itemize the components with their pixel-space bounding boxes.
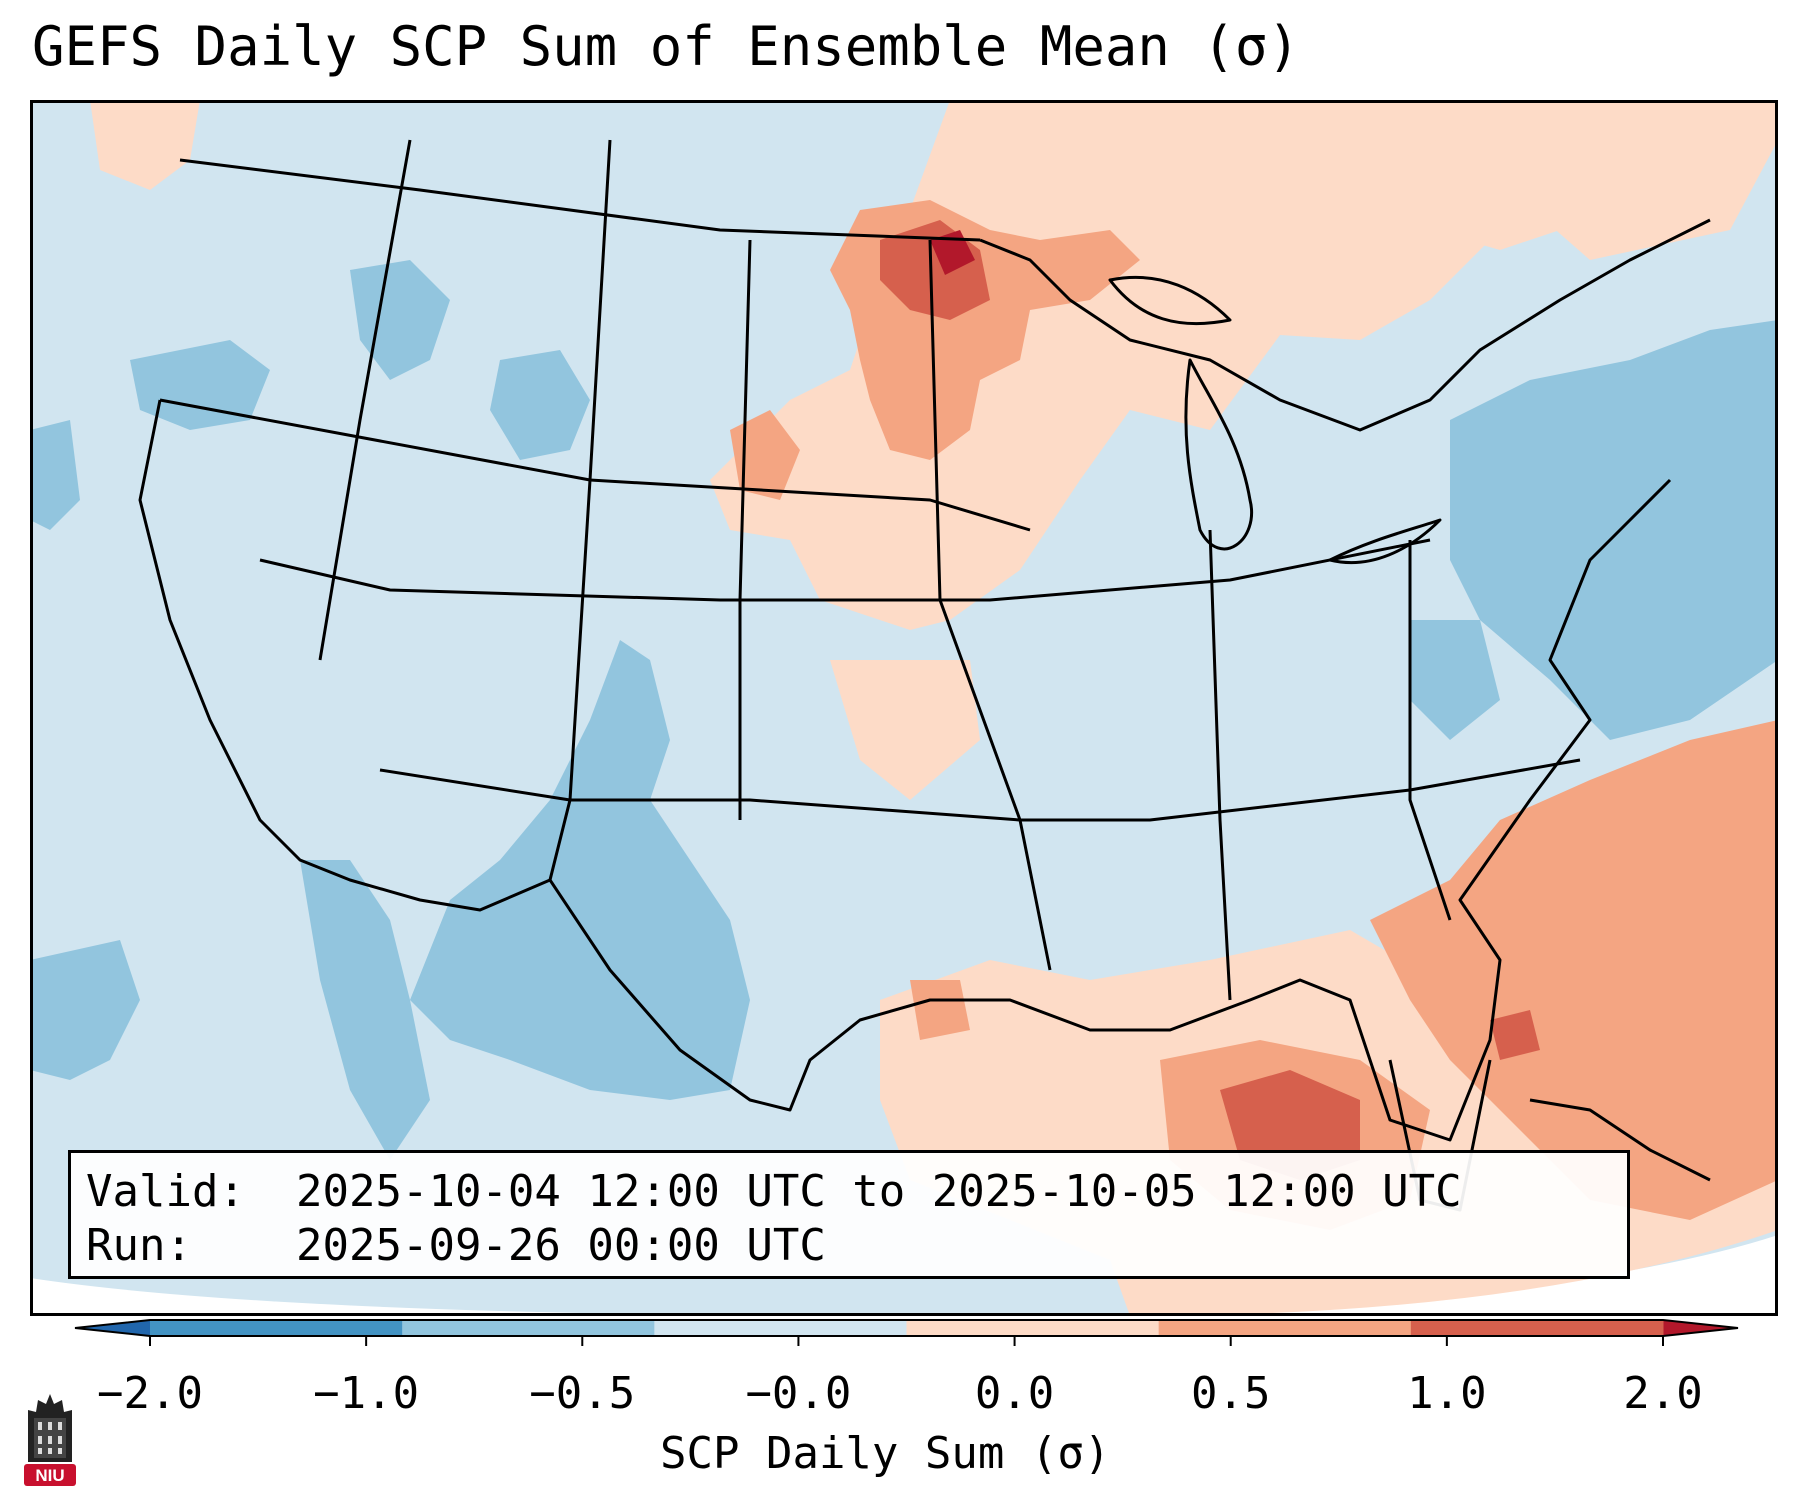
colorbar-tick-label: −1.0 bbox=[313, 1368, 420, 1419]
valid-label: Valid: bbox=[86, 1166, 245, 1217]
colorbar bbox=[74, 1319, 1739, 1346]
colorbar-bin bbox=[1410, 1320, 1664, 1336]
east-meridian-2 bbox=[1408, 540, 1452, 921]
colorbar-tick-label: 1.0 bbox=[1407, 1368, 1487, 1419]
political-boundaries bbox=[138, 139, 1711, 1212]
map-border bbox=[30, 100, 1778, 1316]
anomaly-layer-over-2.0 bbox=[930, 230, 975, 275]
colorbar-bin bbox=[150, 1320, 403, 1336]
colorbar-label: SCP Daily Sum (σ) bbox=[660, 1428, 1111, 1479]
anomaly-layer-neg-1.0-0.5 bbox=[30, 260, 1778, 1160]
dakota-moderate-area bbox=[730, 410, 800, 500]
atlantic-moderate-area bbox=[1370, 720, 1778, 1220]
lake-superior bbox=[1108, 275, 1232, 326]
info-box: Valid: 2025-10-04 12:00 UTC to 2025-10-0… bbox=[68, 1150, 1630, 1279]
niu-logo: NIU bbox=[20, 1392, 80, 1492]
us-canada-border bbox=[179, 158, 981, 242]
us-coastline bbox=[138, 399, 1672, 1142]
scp-map bbox=[30, 100, 1778, 1316]
pacific-negative-area bbox=[30, 940, 140, 1080]
kansas-positive-area bbox=[830, 660, 980, 800]
colorbar-over-extend bbox=[1663, 1320, 1738, 1336]
west-meridian-1 bbox=[318, 139, 412, 661]
colorbar-tick-label: 0.0 bbox=[974, 1368, 1055, 1419]
svg-text:NIU: NIU bbox=[35, 1466, 64, 1485]
west-meridian-2 bbox=[548, 139, 612, 881]
northern-state-row bbox=[159, 398, 1031, 532]
mid-atlantic-negative-area bbox=[1410, 620, 1500, 740]
lake-erie bbox=[1328, 518, 1442, 565]
southwest-negative-area bbox=[410, 640, 750, 1100]
colorbar-bin bbox=[906, 1320, 1160, 1336]
colorbar-tick-label: −0.5 bbox=[529, 1368, 636, 1419]
colorbar-under-extend bbox=[75, 1320, 150, 1336]
pacific-northwest-positive-area bbox=[90, 100, 200, 190]
cuba-outline bbox=[1529, 1098, 1711, 1182]
lake-michigan bbox=[1184, 358, 1253, 551]
central-meridian-2 bbox=[928, 239, 1052, 971]
anomaly-layer-0.5-1.0 bbox=[730, 200, 1778, 1230]
manitoba-max-area bbox=[930, 230, 975, 275]
quebec-positive-area bbox=[1400, 100, 1650, 250]
niu-logo-icon: NIU bbox=[24, 1394, 76, 1486]
pacific-coast-negative-area bbox=[30, 420, 80, 530]
wyoming-negative-area bbox=[490, 350, 590, 460]
bahamas-strong-area bbox=[1490, 1010, 1540, 1060]
chart-title: GEFS Daily SCP Sum of Ensemble Mean (σ) bbox=[32, 15, 1300, 78]
valid-value: 2025-10-04 12:00 UTC to 2025-10-05 12:00… bbox=[296, 1166, 1462, 1217]
baja-negative-area bbox=[300, 860, 430, 1160]
colorbar-tick-label: 2.0 bbox=[1623, 1368, 1703, 1419]
valid-row: Valid: 2025-10-04 12:00 UTC to 2025-10-0… bbox=[86, 1165, 1612, 1219]
run-label: Run: bbox=[86, 1220, 192, 1271]
atlantic-offshore-negative-area bbox=[1450, 320, 1778, 740]
colorbar-bin bbox=[1158, 1320, 1412, 1336]
map-panel: Valid: 2025-10-04 12:00 UTC to 2025-10-0… bbox=[30, 100, 1778, 1316]
great-lakes-border bbox=[979, 218, 1711, 432]
texas-coast-moderate-area bbox=[910, 980, 970, 1040]
colorbar-tick-label: −0.0 bbox=[745, 1368, 852, 1419]
idaho-negative-area bbox=[350, 260, 450, 380]
colorbar-bin bbox=[402, 1320, 655, 1336]
oregon-negative-area bbox=[130, 340, 270, 430]
central-state-row bbox=[259, 538, 1431, 602]
colorbar-tick-label: −2.0 bbox=[97, 1368, 203, 1419]
central-meridian-1 bbox=[738, 239, 752, 820]
east-meridian-1 bbox=[1208, 529, 1232, 1001]
colorbar-bin bbox=[654, 1320, 907, 1336]
run-value: 2025-09-26 00:00 UTC bbox=[296, 1220, 826, 1271]
run-row: Run: 2025-09-26 00:00 UTC bbox=[86, 1219, 1612, 1273]
colorbar-tick-label: 0.5 bbox=[1190, 1368, 1271, 1419]
